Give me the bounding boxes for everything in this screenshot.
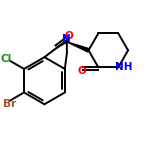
Text: O: O	[65, 31, 73, 41]
Text: NH: NH	[115, 62, 133, 71]
Text: O: O	[77, 66, 86, 76]
Text: N: N	[62, 34, 71, 44]
Polygon shape	[67, 42, 89, 52]
Text: Cl: Cl	[1, 54, 12, 64]
Text: Br: Br	[3, 99, 16, 109]
